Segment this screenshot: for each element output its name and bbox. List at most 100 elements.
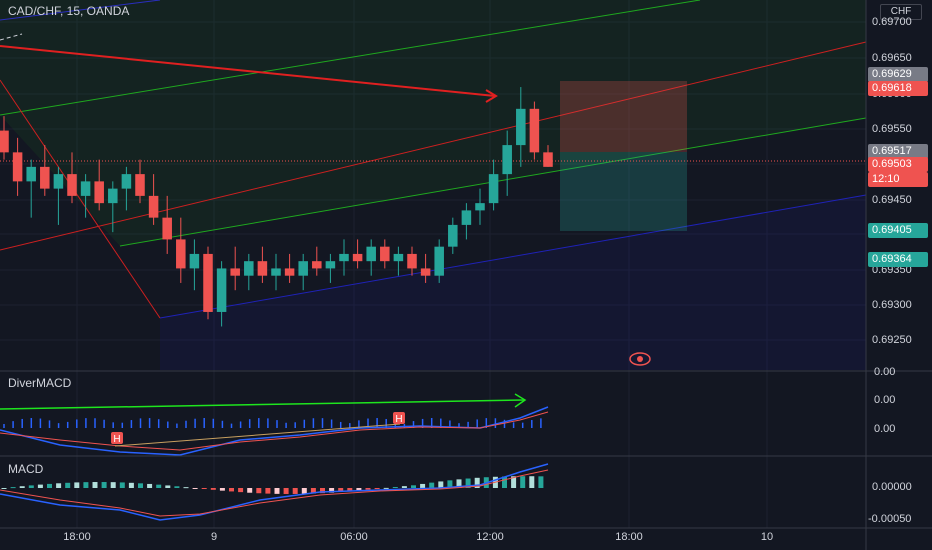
macd-histogram-bar bbox=[47, 483, 52, 488]
candle bbox=[244, 261, 254, 276]
candle bbox=[516, 108, 526, 146]
macd-histogram-bar bbox=[310, 488, 316, 494]
green-channel-upper bbox=[0, 0, 701, 116]
macd-histogram-bar bbox=[338, 488, 344, 493]
candle bbox=[488, 174, 499, 204]
divergence-marker-label: H bbox=[113, 434, 120, 445]
macd-histogram-bar bbox=[19, 486, 25, 488]
candle bbox=[448, 224, 458, 247]
macd-histogram-bar bbox=[247, 488, 253, 493]
divermacd-title[interactable]: DiverMACD bbox=[8, 376, 72, 390]
time-tick: 18:00 bbox=[615, 531, 643, 543]
candle bbox=[543, 152, 553, 167]
macd-tick: 0.00000 bbox=[872, 481, 912, 493]
blue-channel-fill bbox=[160, 195, 866, 370]
divermacd-tick: 0.00 bbox=[874, 366, 896, 378]
clock-icon[interactable] bbox=[629, 352, 651, 366]
red-median-line bbox=[0, 41, 867, 251]
macd-histogram-bar bbox=[520, 476, 526, 488]
macd-histogram-bar bbox=[10, 487, 16, 489]
macd-histogram-bar bbox=[301, 488, 307, 494]
price-tick: 0.69250 bbox=[872, 334, 912, 346]
macd-histogram-bar bbox=[101, 482, 107, 488]
red-arrow-line bbox=[0, 45, 496, 97]
stop-loss-zone bbox=[560, 81, 687, 152]
macd-histogram-bar bbox=[538, 476, 544, 488]
price-tick: 0.69550 bbox=[872, 123, 912, 135]
macd-histogram-bar bbox=[174, 486, 180, 488]
candle bbox=[407, 253, 417, 269]
macd-histogram-bar bbox=[356, 488, 362, 491]
candle bbox=[0, 130, 9, 153]
time-tick: 06:00 bbox=[340, 531, 368, 543]
macd-histogram-bar bbox=[365, 488, 371, 490]
chart-title[interactable]: CAD/CHF, 15, OANDA bbox=[8, 4, 130, 18]
price-tick: 0.69450 bbox=[872, 194, 912, 206]
candle bbox=[26, 166, 36, 182]
macd-signal-line bbox=[0, 469, 549, 517]
macd-histogram-bar bbox=[138, 483, 143, 488]
macd-histogram-bar bbox=[83, 482, 89, 488]
candle bbox=[380, 246, 390, 262]
macd-histogram-bar bbox=[192, 488, 198, 489]
divermacd-trend-line bbox=[114, 423, 401, 447]
chart-drawings[interactable] bbox=[0, 0, 867, 370]
price-tick: 0.69650 bbox=[872, 52, 912, 64]
currency-button[interactable]: CHF bbox=[880, 4, 922, 20]
candle bbox=[53, 174, 64, 189]
macd-histogram-bar bbox=[320, 488, 325, 494]
blue-channel-line bbox=[159, 194, 867, 319]
candle bbox=[298, 261, 308, 276]
macd-pane bbox=[0, 463, 549, 521]
macd-histogram-bar bbox=[401, 486, 407, 488]
macd-title[interactable]: MACD bbox=[8, 462, 44, 476]
price-badge: 0.69629 bbox=[868, 67, 928, 82]
candle bbox=[461, 210, 472, 225]
candle bbox=[339, 253, 349, 262]
macd-histogram-bar bbox=[502, 476, 507, 488]
macd-histogram-bar bbox=[147, 483, 153, 488]
candle bbox=[502, 145, 512, 175]
bar-countdown-badge: 12:10 bbox=[868, 172, 928, 187]
macd-histogram-bar bbox=[110, 482, 116, 488]
macd-tick: -0.00050 bbox=[868, 513, 912, 525]
macd-histogram-bar bbox=[420, 483, 426, 488]
chart-grid bbox=[0, 0, 866, 528]
candle bbox=[189, 253, 200, 269]
macd-histogram-bar bbox=[201, 488, 207, 489]
candle bbox=[162, 217, 172, 240]
macd-histogram-bar bbox=[1, 488, 7, 489]
time-tick: 12:00 bbox=[476, 531, 504, 543]
price-badge: 0.69618 bbox=[868, 81, 928, 96]
macd-histogram-bar bbox=[383, 487, 389, 489]
macd-histogram-bar bbox=[411, 485, 416, 488]
macd-histogram-bar bbox=[183, 487, 189, 489]
macd-histogram-bar bbox=[329, 488, 335, 493]
macd-histogram-bar bbox=[37, 484, 43, 488]
divergence-marker bbox=[111, 432, 123, 444]
macd-histogram-bar bbox=[65, 482, 71, 488]
candle bbox=[284, 268, 295, 276]
candle bbox=[94, 181, 104, 204]
price-tick: 0.69700 bbox=[872, 16, 912, 28]
macd-histogram-bar bbox=[529, 476, 535, 488]
macd-histogram-bar bbox=[374, 488, 380, 489]
candle bbox=[80, 181, 91, 196]
candle bbox=[121, 174, 132, 189]
candle bbox=[148, 195, 159, 218]
time-tick: 18:00 bbox=[63, 531, 91, 543]
candle bbox=[216, 268, 227, 312]
macd-histogram-bar bbox=[92, 482, 98, 488]
macd-line bbox=[0, 463, 549, 521]
macd-histogram-bar bbox=[265, 488, 271, 494]
take-profit-zone bbox=[560, 152, 687, 231]
time-tick: 9 bbox=[210, 531, 218, 543]
divermacd-signal-line bbox=[0, 411, 549, 451]
macd-histogram-bar bbox=[447, 480, 453, 488]
macd-histogram-bar bbox=[465, 478, 471, 488]
macd-histogram-bar bbox=[256, 488, 262, 494]
candlestick-series bbox=[0, 87, 553, 327]
dashed-line bbox=[0, 33, 23, 41]
